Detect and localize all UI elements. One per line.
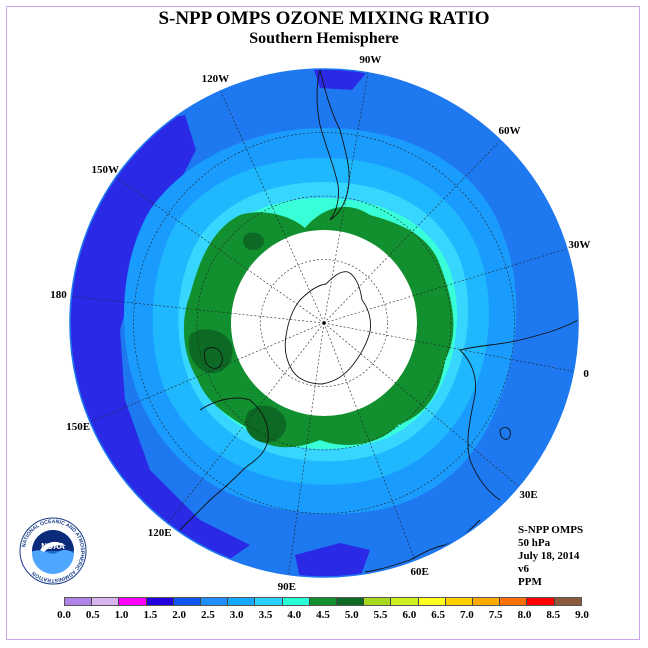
- colorbar-segment: [391, 598, 419, 605]
- colorbar-segment: [173, 598, 202, 605]
- longitude-label: 90W: [359, 54, 382, 67]
- colorbar-segment: [119, 598, 147, 605]
- colorbar-tick-label: 7.5: [488, 609, 503, 621]
- colorbar-segment: [364, 598, 392, 605]
- colorbar-tick-label: 9.0: [575, 609, 589, 621]
- colorbar-segment: [554, 598, 581, 605]
- colorbar-segment: [309, 598, 338, 605]
- coastlines: [179, 69, 579, 573]
- colorbar-tick-label: 8.0: [517, 609, 532, 621]
- longitude-label: 60E: [410, 566, 429, 579]
- colorbar-tick-label: 2.5: [201, 609, 215, 621]
- longitude-label: 90E: [277, 581, 296, 594]
- units-label: PPM: [518, 576, 542, 588]
- colorbar-tick-label: 4.0: [287, 609, 302, 621]
- ozone-field: [70, 69, 578, 577]
- longitude-label: 30W: [568, 238, 591, 251]
- figure-frame: [6, 6, 640, 640]
- colorbar-segment: [146, 598, 174, 605]
- info-block: S-NPP OMPS 50 hPa July 18, 2014 v6 PPM: [518, 524, 583, 589]
- islands-east: [499, 427, 511, 440]
- colorbar-segment: [201, 598, 229, 605]
- noaa-logo: NATIONAL OCEANIC AND ATMOSPHERIC ADMINIS…: [19, 517, 87, 585]
- longitude-label: 0: [583, 367, 589, 380]
- colorbar-tick-label: 4.5: [316, 609, 330, 621]
- latitude-circle: [133, 132, 515, 514]
- colorbar-tick-label: 0.5: [85, 609, 100, 621]
- south-pole-marker: [322, 321, 326, 325]
- colorbar-segment: [418, 598, 446, 605]
- pressure-level-label: 50 hPa: [518, 537, 551, 549]
- longitude-label: 30E: [519, 488, 538, 501]
- colorbar-tick-label: 5.5: [373, 609, 388, 621]
- colorbar-tick-label: 6.5: [431, 609, 445, 621]
- latitude-circle: [260, 259, 388, 387]
- colorbar-tick-label: 6.0: [402, 609, 417, 621]
- longitude-label: 150E: [66, 421, 91, 434]
- south-america-coastline: [316, 69, 350, 221]
- longitude-label: 120W: [201, 73, 230, 86]
- colorbar: [64, 597, 582, 606]
- field-dark-green-north: [243, 232, 265, 250]
- map-title: S-NPP OMPS OZONE MIXING RATIO: [158, 8, 490, 29]
- longitude-label: 150W: [91, 163, 120, 176]
- new-zealand-coastline: [203, 347, 223, 369]
- africa-coastline: [459, 319, 579, 501]
- colorbar-segment: [92, 598, 120, 605]
- colorbar-tick-label: 2.0: [172, 609, 186, 621]
- map-subtitle: Southern Hemisphere: [249, 30, 399, 47]
- latitude-circle: [196, 195, 452, 451]
- colorbar-tick-labels: 0.0 0.5 1.0 1.5 2.0 2.5 3.0 3.5 4.0 4.5 5.0 5.5 6.0 6…: [57, 609, 589, 623]
- colorbar-segment: [255, 598, 283, 605]
- map-boundary: [69, 68, 579, 578]
- field-dark-green-south: [245, 405, 287, 443]
- colorbar-tick-label: 1.5: [143, 609, 158, 621]
- colorbar-tick-label: 8.5: [546, 609, 561, 621]
- colorbar-tick-label: 7.0: [460, 609, 474, 621]
- colorbar-segment: [500, 598, 528, 605]
- colorbar-segment: [527, 598, 555, 605]
- colorbar-segment: [473, 598, 501, 605]
- instrument-label: S-NPP OMPS: [518, 524, 584, 536]
- logo-text: NOAA: [41, 542, 65, 551]
- colorbar-segment: [445, 598, 474, 605]
- colorbar-tick-label: 3.0: [229, 609, 244, 621]
- colorbar-segment: [228, 598, 256, 605]
- field-deep-blue-south: [295, 543, 370, 577]
- colorbar-segment: [65, 598, 93, 605]
- colorbar-tick-label: 3.5: [258, 609, 273, 621]
- colorbar-tick-label: 1.0: [114, 609, 129, 621]
- version-label: v6: [518, 563, 529, 575]
- graticule: [71, 72, 574, 575]
- antarctica-coastline: [284, 271, 371, 385]
- longitude-label: 120E: [147, 527, 172, 540]
- longitude-label: 60W: [498, 124, 521, 137]
- colorbar-segment: [282, 598, 310, 605]
- colorbar-tick-label: 5.0: [344, 609, 359, 621]
- colorbar-tick-label: 0.0: [57, 609, 71, 621]
- date-label: July 18, 2014: [518, 550, 580, 562]
- colorbar-segment: [337, 598, 365, 605]
- australia-coastline: [179, 397, 269, 531]
- longitude-label: 180: [50, 289, 67, 302]
